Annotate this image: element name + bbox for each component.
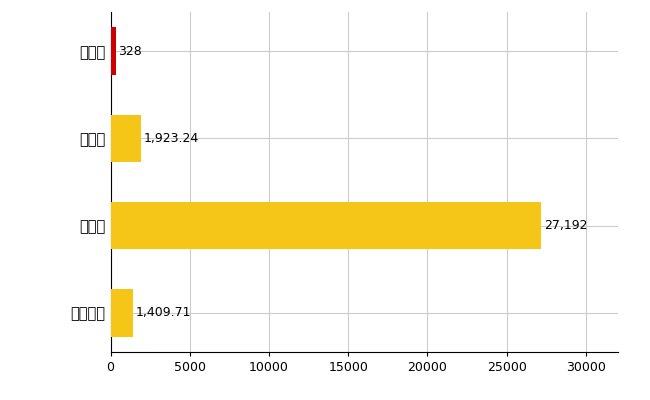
Bar xyxy=(111,289,133,336)
Text: 27,192: 27,192 xyxy=(543,219,587,232)
Bar xyxy=(111,28,116,75)
Text: 328: 328 xyxy=(118,45,142,58)
Text: 1,923.24: 1,923.24 xyxy=(144,132,199,145)
Text: 1,409.71: 1,409.71 xyxy=(135,306,190,319)
Bar xyxy=(111,202,541,250)
Bar xyxy=(111,114,141,162)
